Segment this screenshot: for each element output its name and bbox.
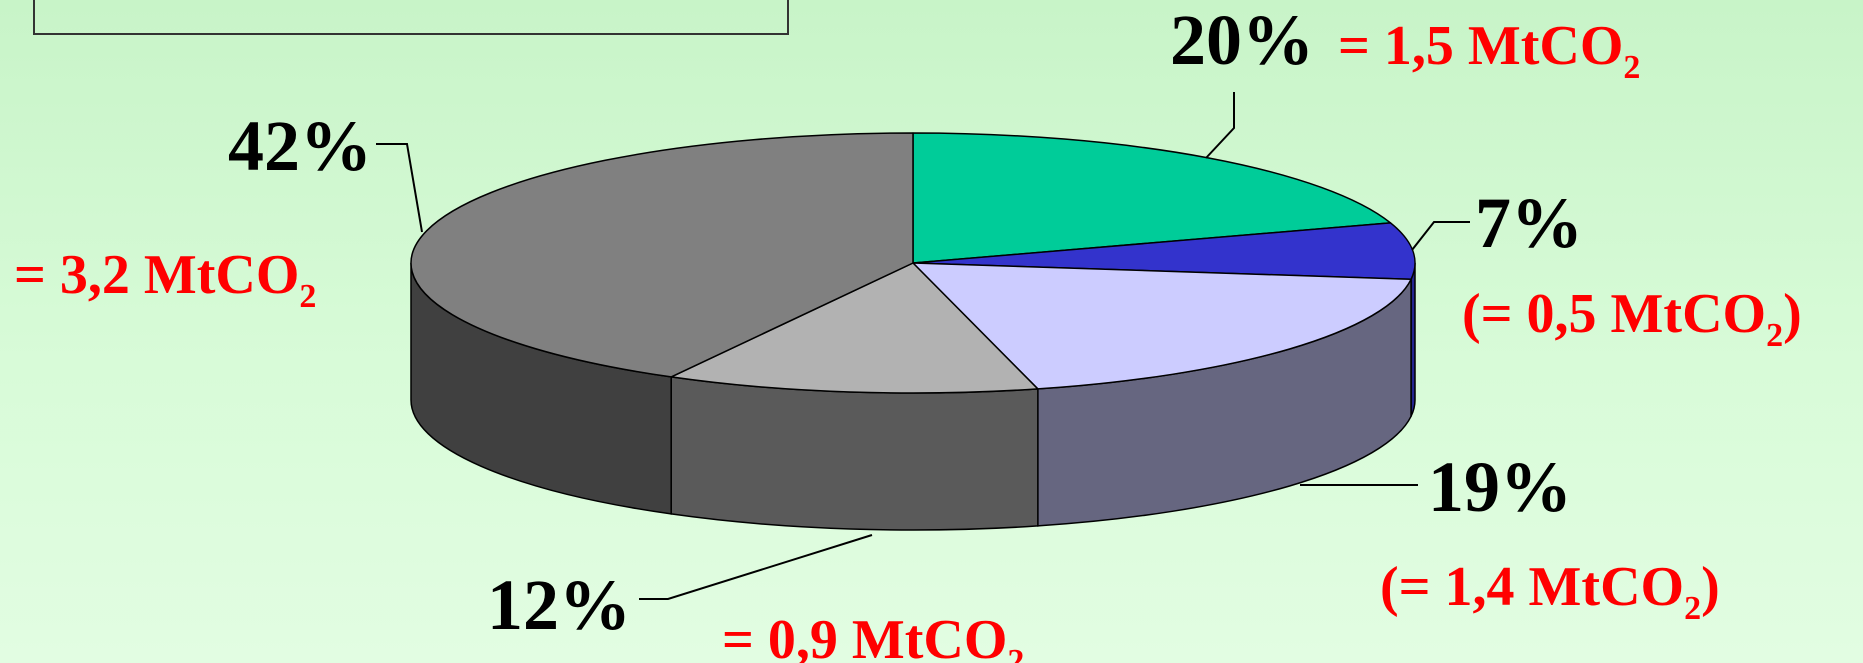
pie-slice-4: [410, 132, 914, 378]
value-label-0: = 1,5 MtCO2: [1338, 15, 1640, 86]
leader-line-1: [1411, 221, 1470, 251]
pct-label-3: 12%: [487, 565, 631, 645]
pie-slice-2: [912, 262, 1412, 390]
legend-box-fragment: [33, 0, 789, 35]
pie-slice-side-3-0: [670, 376, 1039, 531]
pie-slice-0: [912, 132, 1392, 264]
value-label-1: (= 0,5 MtCO2): [1462, 283, 1802, 354]
value-label-3: = 0,9 MtCO2: [722, 609, 1024, 663]
leader-line-3: [639, 534, 873, 600]
leader-line-4: [376, 143, 423, 233]
value-label-4: = 3,2 MtCO2: [14, 244, 316, 315]
pct-label-1: 7%: [1475, 183, 1583, 263]
pct-label-0: 20%: [1170, 0, 1314, 80]
pct-label-4: 42%: [228, 106, 372, 186]
pie-slice-3: [670, 262, 1039, 394]
pie-slice-1: [912, 222, 1416, 281]
label-group: 20% = 1,5 MtCO2 7% (= 0,5 MtCO2) 19% (= 1,4 M…: [14, 0, 1802, 663]
pct-label-2: 19%: [1428, 447, 1572, 527]
leader-line-0: [1205, 92, 1235, 159]
value-label-2: (= 1,4 MtCO2): [1380, 556, 1720, 627]
pie-group: [410, 132, 1416, 531]
